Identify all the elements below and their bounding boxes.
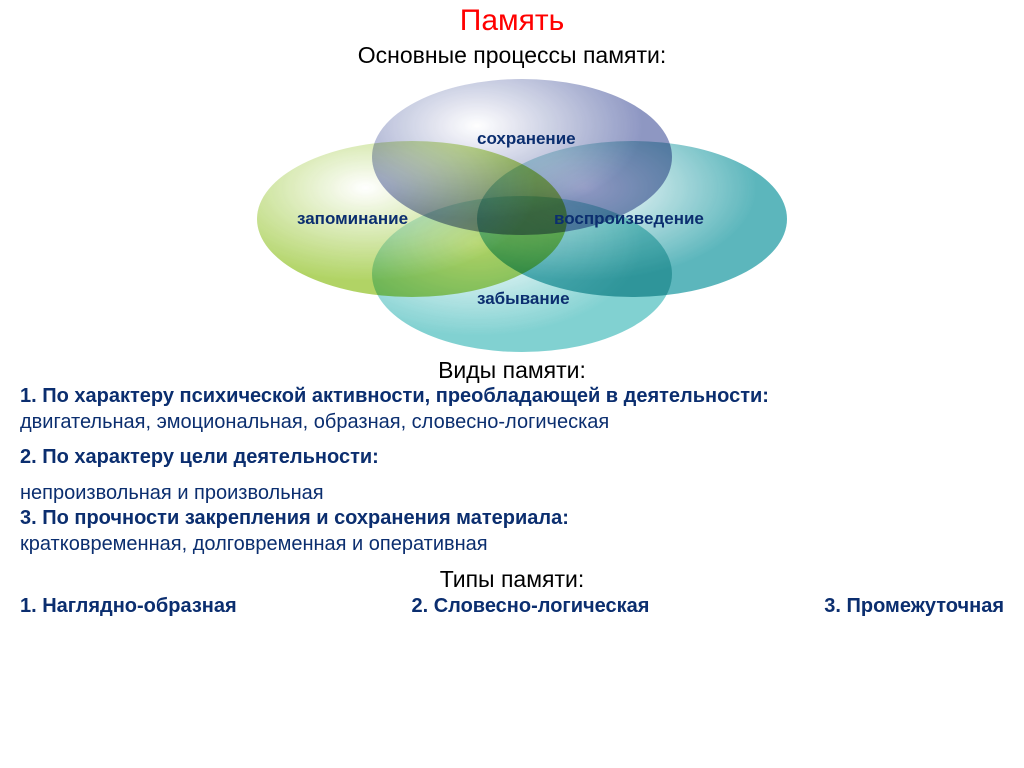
memory-type-2: 2. Словесно-логическая [411,595,649,618]
venn-label-воспроизведение: воспроизведение [554,209,704,229]
item-body-1: двигательная, эмоциональная, образная, с… [20,410,1004,436]
item-body-2: непроизвольная и произвольная [20,481,1004,507]
venn-label-забывание: забывание [477,289,570,309]
item-heading-2: 2. По характеру цели деятельности: [20,445,1004,471]
memory-types-title: Типы памяти: [0,566,1024,593]
main-title: Память [0,0,1024,38]
venn-diagram: сохранение воспроизведение забывание запоми… [232,79,792,349]
memory-type-1: 1. Наглядно-образная [20,595,237,618]
venn-label-сохранение: сохранение [477,129,576,149]
item-heading-1: 1. По характеру психической активности, … [20,384,1004,410]
memory-types-row: 1. Наглядно-образная 2. Словесно-логическ… [0,595,1024,618]
venn-label-запоминание: запоминание [297,209,408,229]
memory-type-3: 3. Промежуточная [824,595,1004,618]
subtitle-processes: Основные процессы памяти: [0,42,1024,69]
item-heading-3: 3. По прочности закрепления и сохранения… [20,506,1004,532]
body-text: 1. По характеру психической активности, … [0,384,1024,558]
item-body-3: кратковременная, долговременная и операт… [20,532,1004,558]
section-types-title: Виды памяти: [0,357,1024,384]
